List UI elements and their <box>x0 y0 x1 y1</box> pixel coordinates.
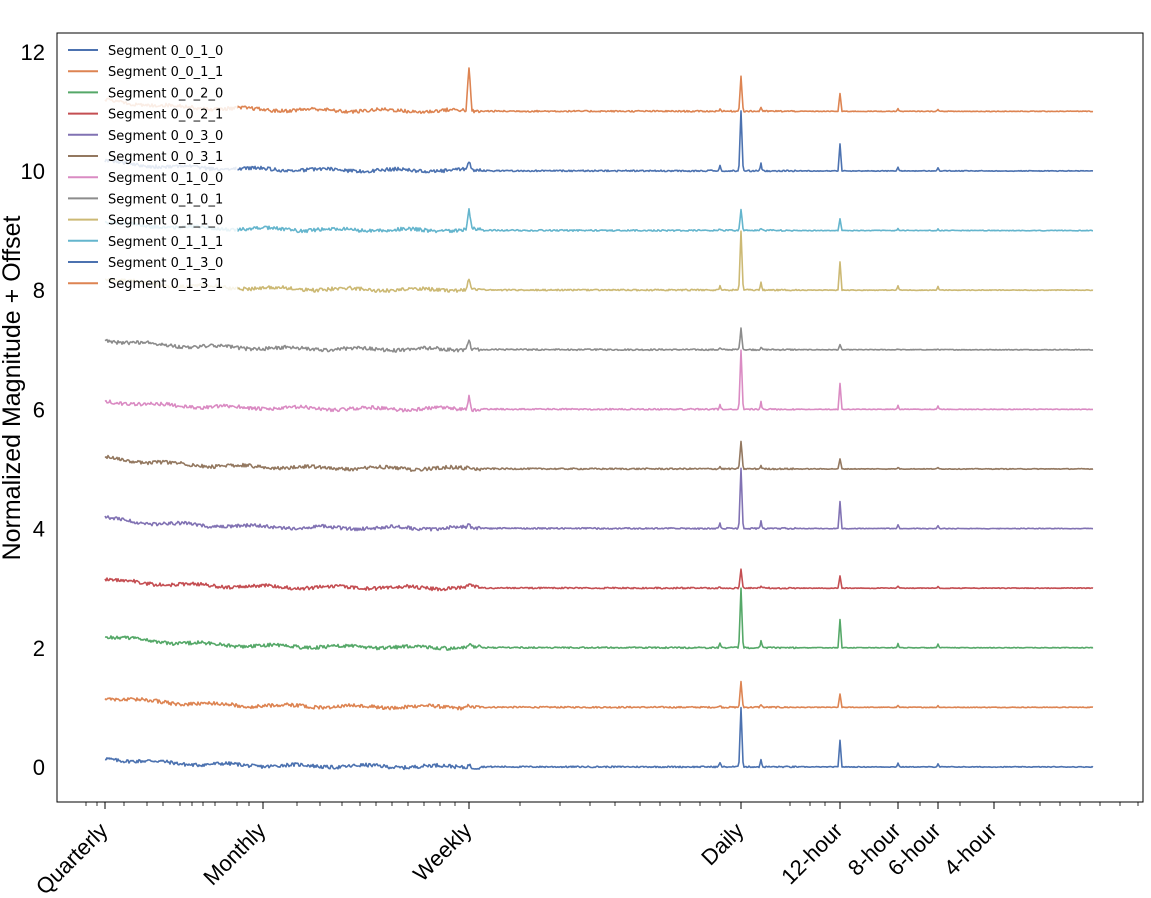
x-tick-label: Monthly <box>198 818 270 890</box>
series-line <box>104 467 1094 532</box>
series-line <box>104 349 1093 413</box>
x-axis: Quarterly Monthly Weekly Daily 12-hour8-hour… <box>31 802 1139 898</box>
series-line <box>104 230 1094 294</box>
y-tick-label: 0 <box>33 755 45 780</box>
x-tick-label: 12-hour <box>776 818 847 889</box>
y-tick-label: 10 <box>21 159 45 184</box>
legend-entry: Segment 0_0_2_0 <box>108 86 223 101</box>
y-tick-label: 6 <box>33 397 45 422</box>
series-line <box>104 110 1094 174</box>
legend: Segment 0_0_1_0 Segment 0_0_1_1 Segment 0_… <box>61 37 238 297</box>
legend-entry: Segment 0_0_1_1 <box>108 65 223 80</box>
legend-entry: Segment 0_1_0_0 <box>108 171 223 186</box>
legend-entry: Segment 0_1_0_1 <box>108 192 223 207</box>
x-tick-label: Weekly <box>408 818 476 886</box>
y-tick-label: 12 <box>21 40 45 65</box>
series-line <box>104 587 1094 651</box>
series-line <box>104 440 1094 473</box>
legend-entry: Segment 0_0_1_0 <box>108 44 223 59</box>
legend-entry: Segment 0_1_1_1 <box>108 235 223 250</box>
y-tick-label: 4 <box>33 517 45 542</box>
x-tick-label: Quarterly <box>31 818 113 898</box>
legend-entry: Segment 0_1_3_1 <box>108 277 223 292</box>
series-line <box>104 327 1094 353</box>
series-line <box>104 706 1094 771</box>
legend-entry: Segment 0_0_2_1 <box>108 108 223 123</box>
x-tick-label: Daily <box>696 818 748 870</box>
y-tick-label: 2 <box>33 636 45 661</box>
legend-entry: Segment 0_0_3_0 <box>108 129 223 144</box>
y-axis: 0 2 4 6 8 10 12 <box>21 40 45 780</box>
plot-frame <box>56 32 1144 803</box>
legend-entry: Segment 0_1_1_0 <box>108 214 223 229</box>
series-line <box>104 67 1094 115</box>
y-axis-label: Normalized Magnitude + Offset <box>0 216 26 561</box>
series-line <box>104 680 1094 711</box>
plot-lines <box>104 67 1094 771</box>
x-tick-label: 4-hour <box>939 818 1002 881</box>
legend-box <box>61 37 238 297</box>
legend-entry: Segment 0_1_3_0 <box>108 256 223 271</box>
series-line <box>104 208 1093 234</box>
y-tick-label: 8 <box>33 278 45 303</box>
legend-entry: Segment 0_0_3_1 <box>108 150 223 165</box>
series-line <box>104 568 1094 592</box>
